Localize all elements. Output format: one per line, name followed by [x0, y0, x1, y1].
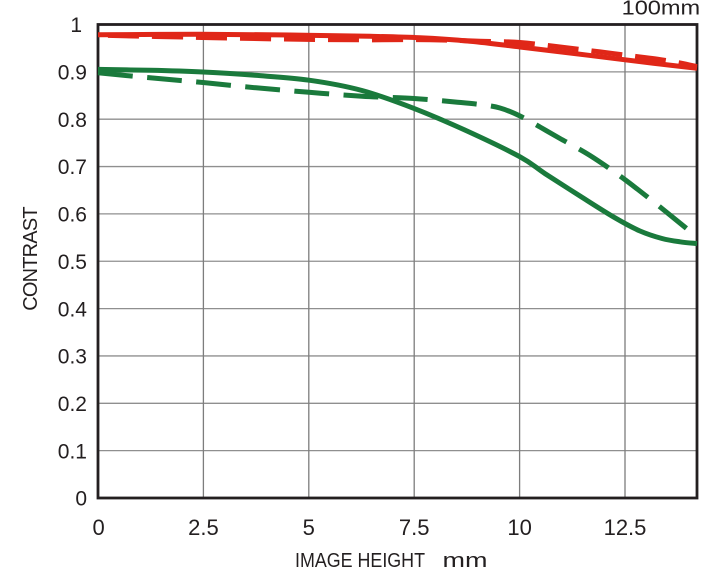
svg-text:12.5: 12.5	[604, 515, 647, 540]
svg-text:1: 1	[70, 14, 82, 37]
svg-text:0: 0	[75, 488, 87, 511]
svg-text:10: 10	[507, 515, 531, 540]
svg-text:0.3: 0.3	[58, 346, 87, 369]
svg-text:100mm: 100mm	[622, 0, 701, 20]
svg-text:0.8: 0.8	[58, 109, 87, 132]
svg-text:7.5: 7.5	[399, 515, 430, 540]
svg-text:0.1: 0.1	[58, 440, 87, 463]
svg-text:0.5: 0.5	[58, 251, 87, 274]
svg-text:0.4: 0.4	[58, 298, 88, 321]
svg-text:0.2: 0.2	[58, 393, 87, 416]
svg-text:CONTRAST: CONTRAST	[20, 207, 42, 311]
svg-text:0.6: 0.6	[58, 204, 87, 227]
svg-text:0: 0	[92, 515, 104, 540]
svg-text:5: 5	[303, 515, 315, 540]
svg-text:mm: mm	[443, 550, 488, 570]
svg-text:0.9: 0.9	[58, 62, 87, 85]
svg-text:2.5: 2.5	[188, 515, 219, 540]
svg-text:0.7: 0.7	[58, 156, 87, 179]
svg-text:IMAGE HEIGHT: IMAGE HEIGHT	[295, 550, 425, 570]
